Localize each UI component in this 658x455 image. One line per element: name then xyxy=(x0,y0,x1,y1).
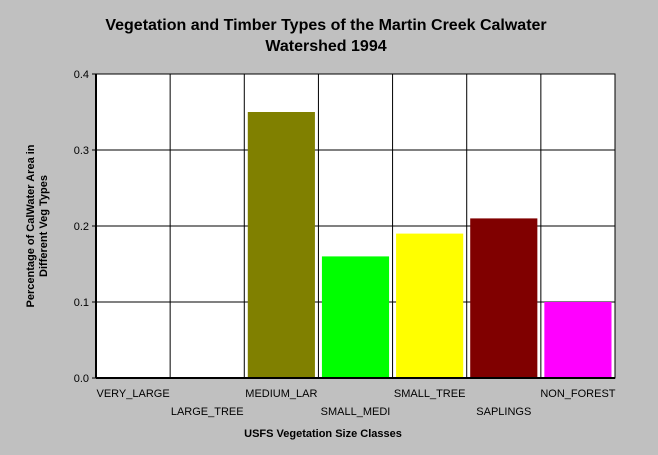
x-axis-title: USFS Vegetation Size Classes xyxy=(244,428,402,440)
y-tick-label: 0.4 xyxy=(74,69,89,81)
chart-title-line-1: Vegetation and Timber Types of the Marti… xyxy=(105,17,546,34)
bars xyxy=(247,112,612,378)
axes xyxy=(92,73,616,379)
x-tick-label: LARGE_TREE xyxy=(171,406,244,418)
bar-non-forest xyxy=(544,302,612,378)
y-axis-title: Percentage of CalWater Area in Different… xyxy=(25,144,50,307)
y-tick-label: 0.1 xyxy=(74,297,89,309)
y-tick-label: 0.0 xyxy=(74,373,89,385)
x-tick-label: MEDIUM_LAR xyxy=(245,388,317,400)
x-tick-label: VERY_LARGE xyxy=(96,388,169,400)
y-axis-title-line-2: Different Veg Types xyxy=(38,175,50,277)
y-tick-labels: 0.0 0.1 0.2 0.3 0.4 xyxy=(74,69,89,385)
y-tick-label: 0.2 xyxy=(74,221,89,233)
bar-saplings xyxy=(470,218,538,378)
bar-medium-lar xyxy=(247,112,315,378)
x-tick-label: SMALL_TREE xyxy=(394,388,466,400)
x-tick-label: SMALL_MEDI xyxy=(321,406,391,418)
y-axis-title-line-1: Percentage of CalWater Area in xyxy=(25,144,37,307)
x-tick-label: NON_FOREST xyxy=(540,388,615,400)
bar-small-tree xyxy=(396,233,464,378)
x-tick-label: SAPLINGS xyxy=(476,406,531,418)
y-tick-label: 0.3 xyxy=(74,145,89,157)
chart-title-line-2: Watershed 1994 xyxy=(265,38,386,55)
bar-small-medi xyxy=(321,256,390,378)
